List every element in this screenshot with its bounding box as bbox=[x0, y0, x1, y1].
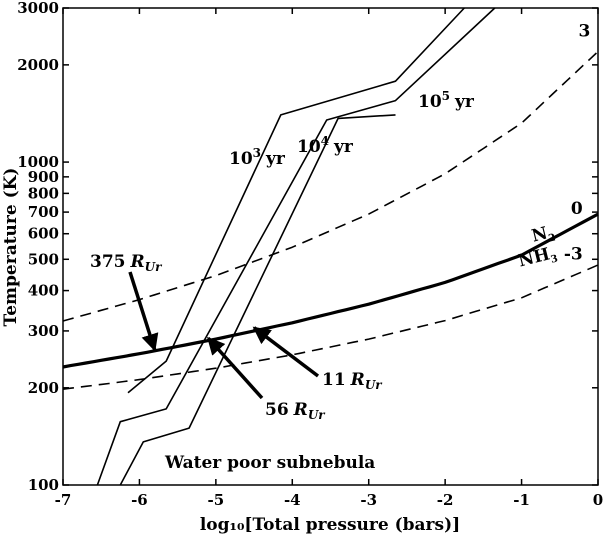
n2-label: N2 bbox=[530, 222, 557, 249]
series-layer: 0 3 -3 bbox=[62, 7, 599, 486]
series-line-1 bbox=[62, 50, 599, 322]
series-label-0: 0 bbox=[571, 199, 583, 219]
age-label-1e4: 104 yr bbox=[297, 134, 354, 157]
series-label-1: 3 bbox=[579, 21, 591, 41]
y-tick-label: 700 bbox=[28, 203, 59, 221]
arrow-11 bbox=[252, 326, 320, 378]
y-tick-label: 1000 bbox=[17, 153, 59, 171]
y-tick-label: 200 bbox=[28, 379, 59, 397]
x-tick-label: -6 bbox=[131, 491, 148, 509]
series-line-5 bbox=[119, 114, 396, 486]
x-tick-label: -5 bbox=[208, 491, 225, 509]
y-axis-label: Temperature (K) bbox=[1, 168, 21, 327]
series-label-2: -3 bbox=[564, 244, 583, 264]
series-line-2 bbox=[62, 264, 599, 390]
y-tick-label: 400 bbox=[28, 282, 59, 300]
region-label: Water poor subnebula bbox=[164, 453, 375, 473]
y-tick-label: 2000 bbox=[17, 56, 59, 74]
x-tick-label: -3 bbox=[360, 491, 377, 509]
series-line-3 bbox=[127, 7, 465, 394]
nh3-label: NH3 bbox=[516, 243, 559, 274]
series-line-4 bbox=[96, 7, 496, 486]
arrow-375 bbox=[128, 271, 159, 352]
radius-label-56: 56 RUr bbox=[265, 400, 326, 422]
y-tick-label: 100 bbox=[28, 476, 59, 494]
y-tick-label: 3000 bbox=[17, 0, 59, 17]
x-tick-label: -7 bbox=[55, 491, 72, 509]
x-tick-label: -1 bbox=[513, 491, 530, 509]
y-tick-label: 600 bbox=[28, 225, 59, 243]
x-axis-label: log₁₀[Total pressure (bars)] bbox=[200, 515, 460, 535]
arrow-56 bbox=[206, 336, 264, 400]
age-label-1e3: 103 yr bbox=[229, 146, 286, 169]
y-tick-label: 800 bbox=[28, 184, 59, 202]
tick-layer: -7 -6 -5 -4 -3 -2 -1 0 100 200 300 400 500 600 7008009… bbox=[17, 0, 603, 509]
y-tick-label: 500 bbox=[28, 250, 59, 268]
x-tick-label: 0 bbox=[593, 491, 603, 509]
series-line-0 bbox=[62, 212, 599, 369]
plot-frame bbox=[62, 7, 599, 486]
age-label-1e5: 105 yr bbox=[418, 89, 475, 112]
radius-label-11: 11 RUr bbox=[322, 370, 383, 392]
x-tick-label: -2 bbox=[437, 491, 454, 509]
radius-label-375: 375 RUr bbox=[90, 252, 163, 274]
y-tick-label: 900 bbox=[28, 168, 59, 186]
x-tick-label: -4 bbox=[284, 491, 301, 509]
condensation-label: N2 NH3 bbox=[516, 222, 559, 274]
y-tick-label: 300 bbox=[28, 322, 59, 340]
